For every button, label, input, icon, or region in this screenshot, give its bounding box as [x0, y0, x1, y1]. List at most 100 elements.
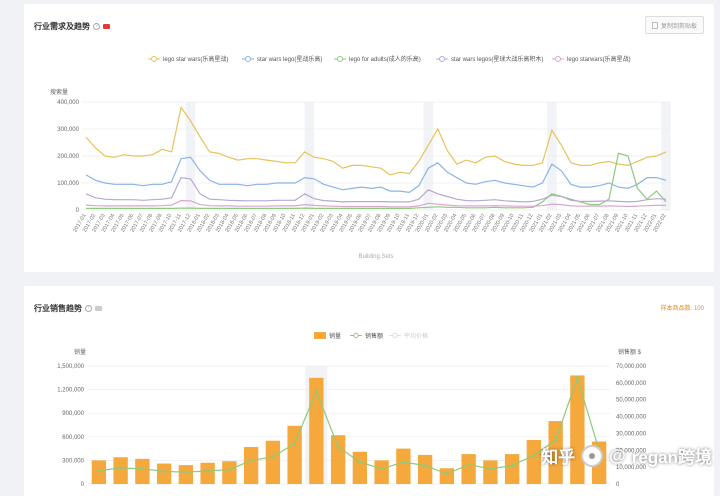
y-left-axis-title: 销量: [74, 348, 86, 356]
legend-label: 销量: [329, 332, 341, 340]
search-volume-line-chart: 0100,000200,000300,000400,000搜索量2017-012…: [50, 55, 671, 260]
y-left-tick-label: 0: [81, 482, 85, 488]
legend-marker: [555, 56, 561, 62]
sales-volume-bar: [504, 454, 520, 484]
sales-amount-point: [119, 466, 123, 470]
y-tick-label: 300,000: [57, 127, 79, 133]
sales-volume-bar: [461, 454, 476, 484]
sales-trend-title-text: 行业销售趋势: [34, 304, 82, 313]
y-right-tick-label: 50,000,000: [616, 398, 647, 404]
legend-marker: [245, 56, 251, 62]
watermark-zhihu: 知乎: [541, 448, 576, 467]
y-tick-label: 400,000: [57, 100, 79, 106]
legend-marker: [151, 56, 157, 62]
sales-amount-point: [380, 467, 384, 471]
y-right-tick-label: 20,000,000: [616, 448, 647, 454]
sales-bar-chart: 0 300,000 600,000 900,000 1,200,000 1,500,000…: [57, 332, 647, 488]
demand-trend-card: 行业需求及趋势 ? 复制到剪贴板 0 100,000 200,000 300,000 4…: [24, 4, 714, 272]
y-tick-label: 100,000: [57, 181, 79, 187]
series-line: [85, 199, 666, 208]
sales-volume-bar: [352, 451, 368, 484]
sales-volume-bar: [200, 462, 215, 484]
video-icon[interactable]: [95, 306, 102, 311]
sales-amount-point: [467, 463, 471, 467]
sales-volume-bar: [243, 447, 259, 484]
legend-marker: [337, 56, 343, 62]
sales-amount-point: [314, 389, 318, 393]
video-icon[interactable]: [103, 24, 110, 29]
sales-volume-bar: [483, 460, 498, 484]
sales-amount-point: [206, 469, 210, 473]
sales-amount-point: [140, 467, 144, 471]
y-left-tick-label: 900,000: [62, 411, 84, 417]
sales-volume-bar: [570, 375, 585, 484]
copy-icon: [651, 21, 658, 29]
sales-volume-bar: [156, 463, 172, 484]
sales-volume-bar: [91, 460, 107, 484]
sales-amount-point: [510, 464, 514, 467]
sales-amount-point: [532, 453, 536, 457]
sales-volume-bar: [330, 435, 346, 484]
sales-amount-point: [575, 376, 579, 380]
y-left-tick-label: 600,000: [62, 435, 84, 441]
sales-volume-bar: [113, 457, 128, 484]
sales-amount-point: [445, 472, 449, 476]
y-left-tick-label: 1,200,000: [57, 388, 84, 394]
wechat-logo-icon: [581, 444, 604, 467]
sales-amount-point: [401, 460, 405, 464]
legend-marker: [439, 56, 445, 62]
legend-label: star wars lego(星战乐高): [257, 55, 322, 63]
y-left-tick-label: 300,000: [62, 458, 84, 464]
sales-amount-point: [423, 464, 427, 467]
series-line: [85, 176, 667, 203]
demand-trend-title-text: 行业需求及趋势: [34, 22, 90, 31]
sales-trend-title: 行业销售趋势 ?: [34, 303, 102, 314]
help-icon[interactable]: ?: [85, 305, 92, 312]
y-right-axis-title: 销售额 $: [618, 348, 642, 356]
sales-volume-bar: [439, 468, 455, 484]
sales-volume-bar: [396, 448, 411, 484]
legend-label: lego star wars(乐高星战): [163, 55, 228, 63]
sales-volume-bar: [548, 421, 563, 484]
legend-bar-swatch: [314, 332, 326, 339]
sales-amount-line: [98, 375, 600, 475]
sales-amount-point: [162, 469, 166, 473]
copy-button-label: 复制到剪贴板: [660, 23, 697, 30]
help-icon[interactable]: ?: [93, 23, 100, 30]
y-left-tick-label: 1,500,000: [57, 364, 84, 370]
sales-volume-bar: [417, 454, 433, 484]
sales-volume-bar: [265, 440, 281, 484]
sales-volume-bar: [135, 458, 150, 484]
x-axis-title: Building Sets: [358, 254, 393, 260]
legend-marker: [353, 332, 359, 339]
sales-volume-bar: [222, 461, 237, 484]
watermark-at: @: [609, 445, 626, 465]
sales-amount-point: [271, 455, 275, 459]
sales-volume-bar: [287, 425, 302, 484]
series-line: [86, 152, 667, 209]
sales-amount-point: [97, 469, 101, 472]
demand-trend-title: 行业需求及趋势 ?: [34, 21, 110, 32]
sales-amount-point: [488, 467, 492, 471]
legend-label: lego starwars(乐高星战): [567, 55, 631, 63]
y-right-tick-label: 10,000,000: [616, 465, 647, 471]
sample-count: 样本商品数: 100: [660, 306, 704, 312]
y-tick-label: 0: [76, 208, 80, 214]
sales-volume-bar: [374, 460, 389, 484]
sales-amount-point: [293, 442, 297, 445]
series-line: [85, 105, 667, 176]
sales-volume-bar: [309, 377, 324, 484]
legend-marker: [392, 332, 398, 339]
copy-to-clipboard-button[interactable]: 复制到剪贴板: [644, 16, 704, 34]
legend-label: 平均价格: [404, 332, 428, 340]
y-right-tick-label: 60,000,000: [616, 381, 647, 387]
y-axis-title: 搜索量: [50, 88, 68, 96]
series-line: [85, 156, 667, 194]
sales-amount-point: [249, 459, 253, 462]
y-right-tick-label: 30,000,000: [616, 431, 647, 437]
sales-volume-bar: [526, 439, 542, 484]
y-right-tick-label: 0: [616, 482, 620, 488]
sales-amount-point: [554, 438, 558, 442]
y-right-tick-label: 40,000,000: [616, 415, 647, 421]
sales-amount-point: [227, 468, 231, 472]
